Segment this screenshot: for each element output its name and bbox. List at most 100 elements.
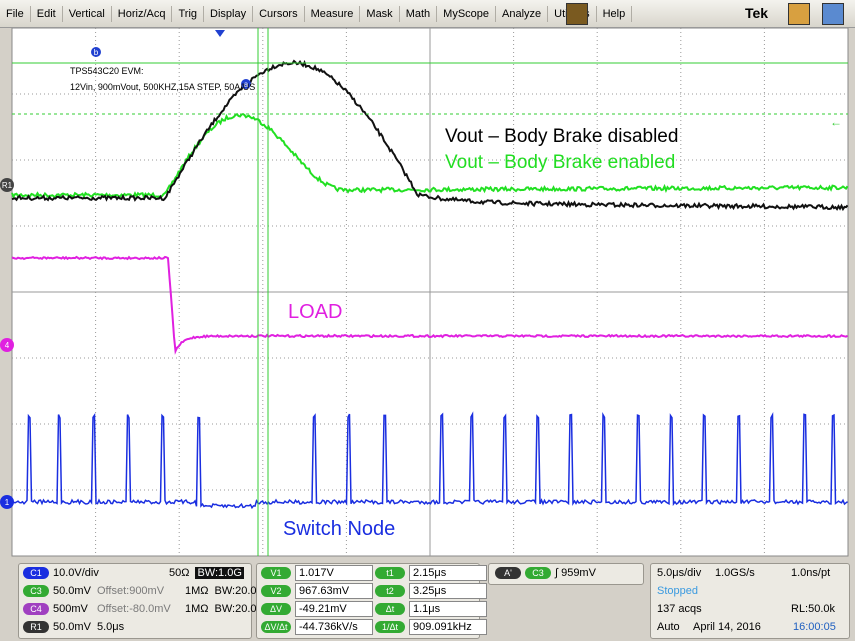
- cursor-readout[interactable]: ΔV/Δt -44.736kV/s: [261, 619, 373, 636]
- switch-node: [11, 411, 848, 510]
- acq-state: Stopped: [657, 585, 698, 597]
- channel-offset: Offset:-80.0mV: [97, 603, 171, 615]
- cursor-a-label: a: [244, 80, 249, 89]
- timebase-scale: 5.0μs/div: [657, 567, 702, 579]
- vout-disabled: [11, 59, 849, 212]
- menu-item[interactable]: Measure: [305, 5, 361, 22]
- load-current: [11, 255, 849, 355]
- cursor-label: 1/Δt: [375, 621, 405, 633]
- ch4-marker: [0, 338, 14, 352]
- cursor-label: ΔV/Δt: [261, 621, 291, 633]
- menu-item[interactable]: Mask: [360, 5, 400, 22]
- channel-bandwidth: BW:1.0G: [195, 567, 244, 579]
- cursor-value: -49.21mV: [295, 601, 373, 617]
- menu-item[interactable]: Help: [597, 5, 633, 22]
- graticule: b a TPS543C20 EVM: 12Vin, 900mVout, 500K…: [0, 28, 849, 557]
- cursor-a-marker: [241, 79, 251, 89]
- cursor-readout[interactable]: t2 3.25μs: [375, 583, 487, 600]
- trigger-slope: ∫: [555, 567, 562, 579]
- resolution: 1.0ns/pt: [791, 567, 831, 579]
- evm-conditions: 12Vin, 900mVout, 500KHZ,15A STEP, 50A/US: [70, 82, 255, 92]
- cursor-label: V2: [261, 585, 291, 597]
- menu-button[interactable]: [566, 3, 588, 25]
- date: April 14, 2016: [693, 621, 761, 633]
- acq-count: 137 acqs: [657, 603, 702, 615]
- close-button[interactable]: [822, 3, 844, 25]
- channel-row[interactable]: C4 500mV Offset:-80.0mV 1MΩ BW:20.0M: [23, 601, 266, 618]
- channel-scale: 50.0mV: [53, 585, 91, 597]
- channel-bandwidth: BW:20.0M: [214, 603, 266, 615]
- cursor-label: t2: [375, 585, 405, 597]
- menu-item[interactable]: MyScope: [437, 5, 497, 22]
- cursor-b-label: b: [94, 48, 99, 57]
- legend-enabled: Vout – Body Brake enabled: [445, 152, 675, 173]
- menu-item[interactable]: Trig: [172, 5, 205, 22]
- menu-item[interactable]: Display: [204, 5, 254, 22]
- cursor-panel: V1 1.017V V2 967.63mV ΔV -49.21mV ΔV/Δt -44.736…: [256, 563, 487, 639]
- ch4-marker-label: 4: [5, 341, 10, 350]
- cursor-value: 967.63mV: [295, 583, 373, 599]
- switch-node-label: Switch Node: [283, 518, 395, 540]
- cursor-value: 2.15μs: [409, 565, 487, 581]
- channel-impedance: 1MΩ: [185, 603, 209, 615]
- cursor-value: -44.736kV/s: [295, 619, 373, 635]
- cursor-readout[interactable]: V1 1.017V: [261, 565, 373, 582]
- ref-time: 5.0μs: [97, 621, 125, 633]
- channel-impedance: 1MΩ: [185, 585, 209, 597]
- menu-item[interactable]: Horiz/Acq: [112, 5, 173, 22]
- cursor-readout[interactable]: t1 2.15μs: [375, 565, 487, 582]
- cursor-readout[interactable]: V2 967.63mV: [261, 583, 373, 600]
- channel-impedance: 50Ω: [169, 567, 190, 579]
- timebase-panel[interactable]: 5.0μs/div 1.0GS/s 1.0ns/pt Stopped 137 a…: [650, 563, 850, 639]
- cursor-value: 3.25μs: [409, 583, 487, 599]
- channel-row[interactable]: C3 50.0mV Offset:900mV 1MΩ BW:20.0M: [23, 583, 266, 600]
- channel-badge: C3: [23, 585, 49, 597]
- cursor-readout[interactable]: Δt 1.1μs: [375, 601, 487, 618]
- trigger-panel[interactable]: A' C3 ∫ 959mV: [488, 563, 644, 585]
- channel-badge: R1: [23, 621, 49, 633]
- cursor-label: t1: [375, 567, 405, 579]
- load-label: LOAD: [288, 301, 342, 323]
- menu-item[interactable]: Math: [400, 5, 438, 22]
- channel-row[interactable]: C1 10.0V/div 50Ω BW:1.0G: [23, 565, 244, 582]
- trigger-source: C3: [525, 567, 551, 579]
- channel-badge: C4: [23, 603, 49, 615]
- menu-item[interactable]: File: [0, 5, 31, 22]
- cursor-value: 1.1μs: [409, 601, 487, 617]
- channel-offset: Offset:900mV: [97, 585, 165, 597]
- brand: Tek: [745, 5, 769, 21]
- ch1-marker-label: 1: [5, 498, 10, 507]
- trigger-mode: A': [495, 567, 521, 579]
- channel-scale: 500mV: [53, 603, 88, 615]
- channel-scale: 50.0mV: [53, 621, 91, 633]
- minimize-button[interactable]: [788, 3, 810, 25]
- sample-rate: 1.0GS/s: [715, 567, 755, 579]
- cursor-label: ΔV: [261, 603, 291, 615]
- menu-item[interactable]: Edit: [31, 5, 63, 22]
- record-length: RL:50.0k: [791, 603, 836, 615]
- cursor-b-marker: [91, 47, 101, 57]
- channel-panel: C1 10.0V/div 50Ω BW:1.0G C3 50.0mV Offset:900m…: [18, 563, 266, 639]
- cursor-readout[interactable]: 1/Δt 909.091kHz: [375, 619, 487, 636]
- ch1-marker: [0, 495, 14, 509]
- channel-bandwidth: BW:20.0M: [214, 585, 266, 597]
- trigger-level: 959mV: [561, 567, 596, 579]
- channel-scale: 10.0V/div: [53, 567, 99, 579]
- channel-row[interactable]: R1 50.0mV 5.0μs: [23, 619, 124, 636]
- menu-item[interactable]: Cursors: [253, 5, 305, 22]
- menu-item[interactable]: Analyze: [496, 5, 549, 22]
- trigger-position: [215, 30, 225, 37]
- cursor-label: Δt: [375, 603, 405, 615]
- run-mode: Auto: [657, 621, 680, 633]
- cursor-readout[interactable]: ΔV -49.21mV: [261, 601, 373, 618]
- channel-badge: C1: [23, 567, 49, 579]
- ref-marker-label: R1: [2, 181, 13, 190]
- menu-item[interactable]: Vertical: [63, 5, 112, 22]
- trigger-level-arrow: ←: [830, 115, 842, 129]
- evm-title: TPS543C20 EVM:: [70, 66, 144, 76]
- menu-bar: File Edit Vertical Horiz/Acq Trig Display Curs…: [0, 0, 855, 28]
- cursor-value: 1.017V: [295, 565, 373, 581]
- clock: 16:00:05: [793, 621, 836, 633]
- legend-disabled: Vout – Body Brake disabled: [445, 126, 678, 147]
